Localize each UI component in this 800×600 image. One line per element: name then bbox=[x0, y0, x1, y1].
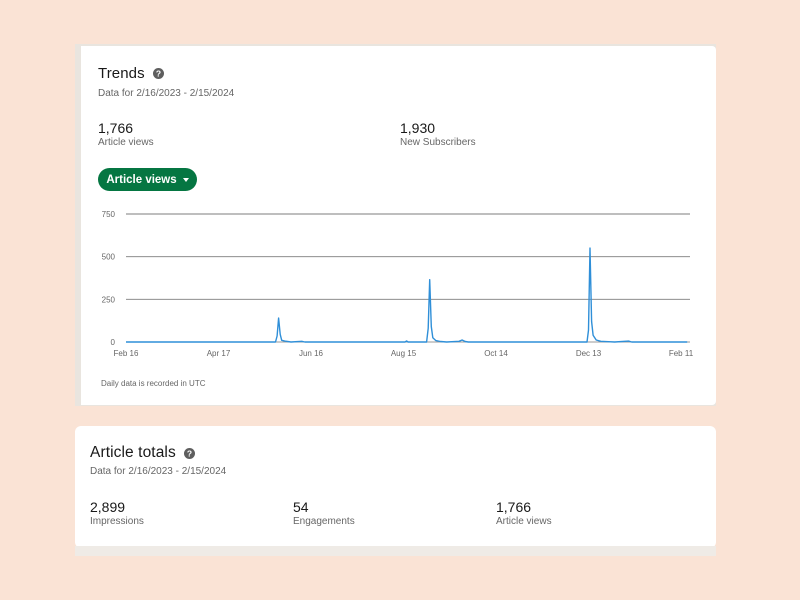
trends-header: Trends ? bbox=[98, 65, 164, 82]
metric-label: Impressions bbox=[90, 516, 144, 527]
metric-value: 1,766 bbox=[496, 499, 532, 515]
metric-label: Article views bbox=[496, 516, 552, 527]
help-icon[interactable]: ? bbox=[183, 447, 195, 459]
svg-text:?: ? bbox=[156, 69, 161, 79]
trends-title: Trends bbox=[98, 65, 145, 82]
metric-value: 54 bbox=[293, 499, 309, 515]
caret-down-icon bbox=[182, 177, 189, 182]
totals-header: Article totals ? bbox=[90, 444, 195, 462]
metric-selector-button[interactable]: Article views bbox=[98, 168, 197, 191]
metric-label: Engagements bbox=[293, 516, 355, 527]
article-totals-card bbox=[75, 426, 716, 548]
metric-engagements: 54 Engagements bbox=[293, 499, 355, 528]
help-icon[interactable]: ? bbox=[152, 68, 164, 79]
metric-total-article-views: 1,766 Article views bbox=[496, 499, 552, 528]
metric-label: New Subscribers bbox=[400, 137, 476, 148]
trends-card bbox=[81, 46, 716, 405]
metric-label: Article views bbox=[98, 137, 154, 148]
metric-value: 2,899 bbox=[90, 499, 126, 515]
metric-value: 1,766 bbox=[98, 120, 134, 136]
totals-title: Article totals bbox=[90, 444, 176, 461]
metric-impressions: 2,899 Impressions bbox=[90, 499, 144, 528]
metric-value: 1,930 bbox=[400, 120, 436, 136]
metric-article-views: 1,766 Article views bbox=[98, 120, 154, 149]
metric-selector-label: Article views bbox=[106, 173, 177, 186]
article-totals-card-footer bbox=[75, 546, 716, 556]
svg-text:?: ? bbox=[187, 448, 192, 458]
metric-new-subscribers: 1,930 New Subscribers bbox=[400, 120, 476, 149]
chart-footnote: Daily data is recorded in UTC bbox=[101, 379, 206, 388]
totals-date-range: Data for 2/16/2023 - 2/15/2024 bbox=[90, 466, 227, 477]
trends-date-range: Data for 2/16/2023 - 2/15/2024 bbox=[98, 88, 235, 99]
